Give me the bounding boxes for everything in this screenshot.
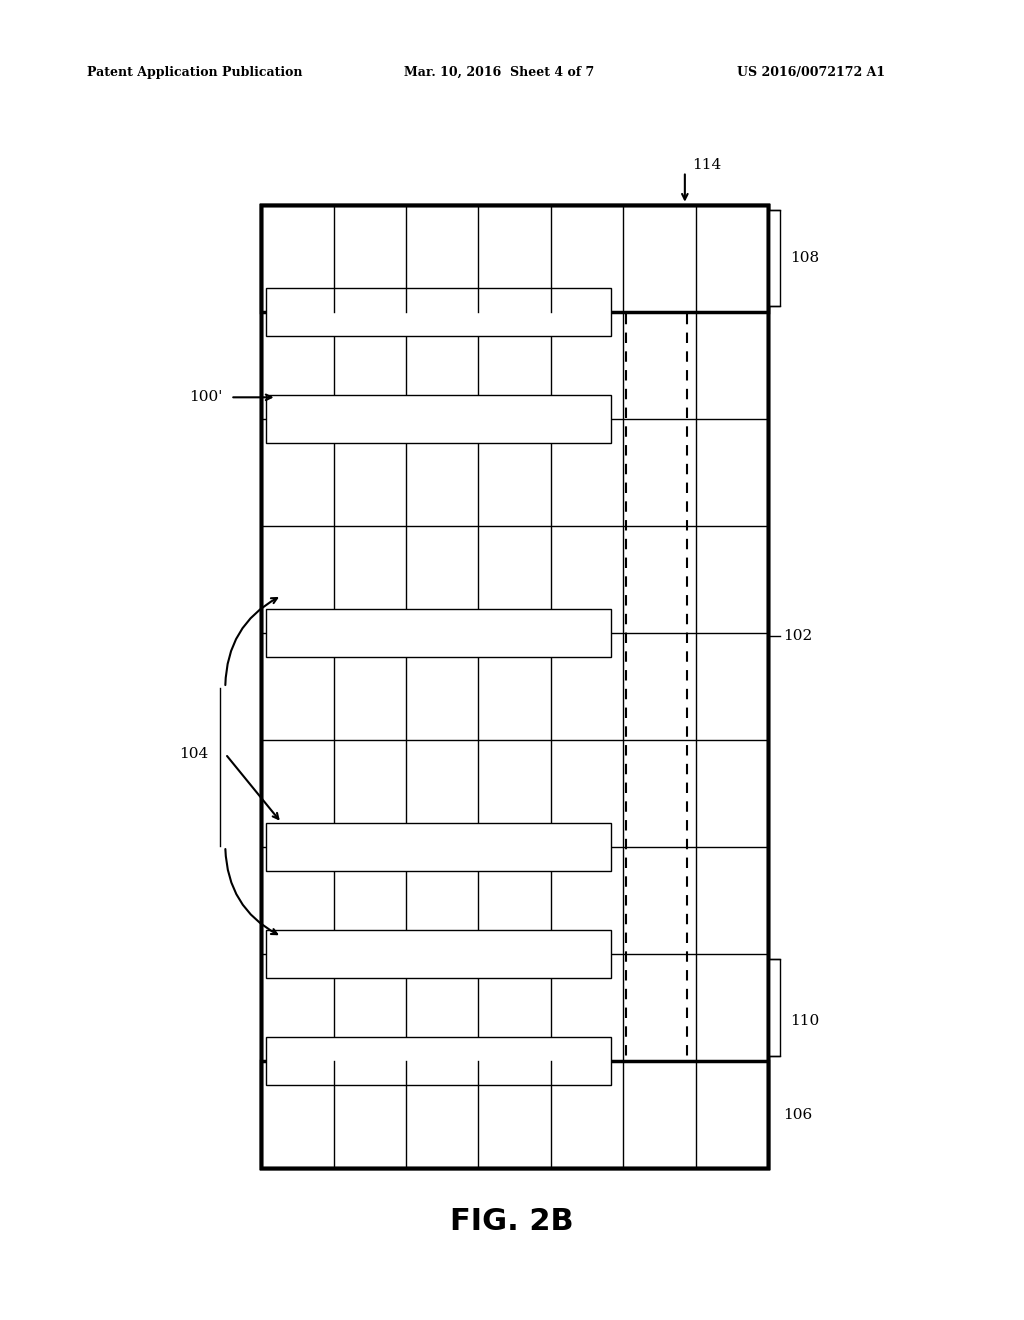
Text: 100': 100' — [189, 391, 223, 404]
Text: US 2016/0072172 A1: US 2016/0072172 A1 — [737, 66, 886, 79]
Text: 106: 106 — [783, 1107, 813, 1122]
Bar — [266, 609, 611, 657]
Bar — [266, 1038, 611, 1085]
Text: 102: 102 — [783, 628, 813, 643]
Text: Patent Application Publication: Patent Application Publication — [87, 66, 302, 79]
Bar — [266, 931, 611, 978]
Bar — [266, 395, 611, 442]
Bar — [261, 205, 768, 1168]
Bar — [266, 822, 611, 871]
Text: 110: 110 — [791, 1014, 820, 1028]
Text: 108: 108 — [791, 251, 819, 265]
Bar — [768, 210, 780, 306]
Text: Mar. 10, 2016  Sheet 4 of 7: Mar. 10, 2016 Sheet 4 of 7 — [404, 66, 595, 79]
Bar — [261, 205, 768, 1168]
Bar — [266, 288, 611, 335]
Bar — [261, 205, 768, 312]
Text: 114: 114 — [692, 158, 721, 172]
Bar — [261, 205, 768, 1168]
Text: FIG. 2B: FIG. 2B — [451, 1206, 573, 1236]
Text: 104: 104 — [179, 747, 209, 760]
Bar — [261, 1061, 768, 1168]
Bar — [768, 960, 780, 1056]
